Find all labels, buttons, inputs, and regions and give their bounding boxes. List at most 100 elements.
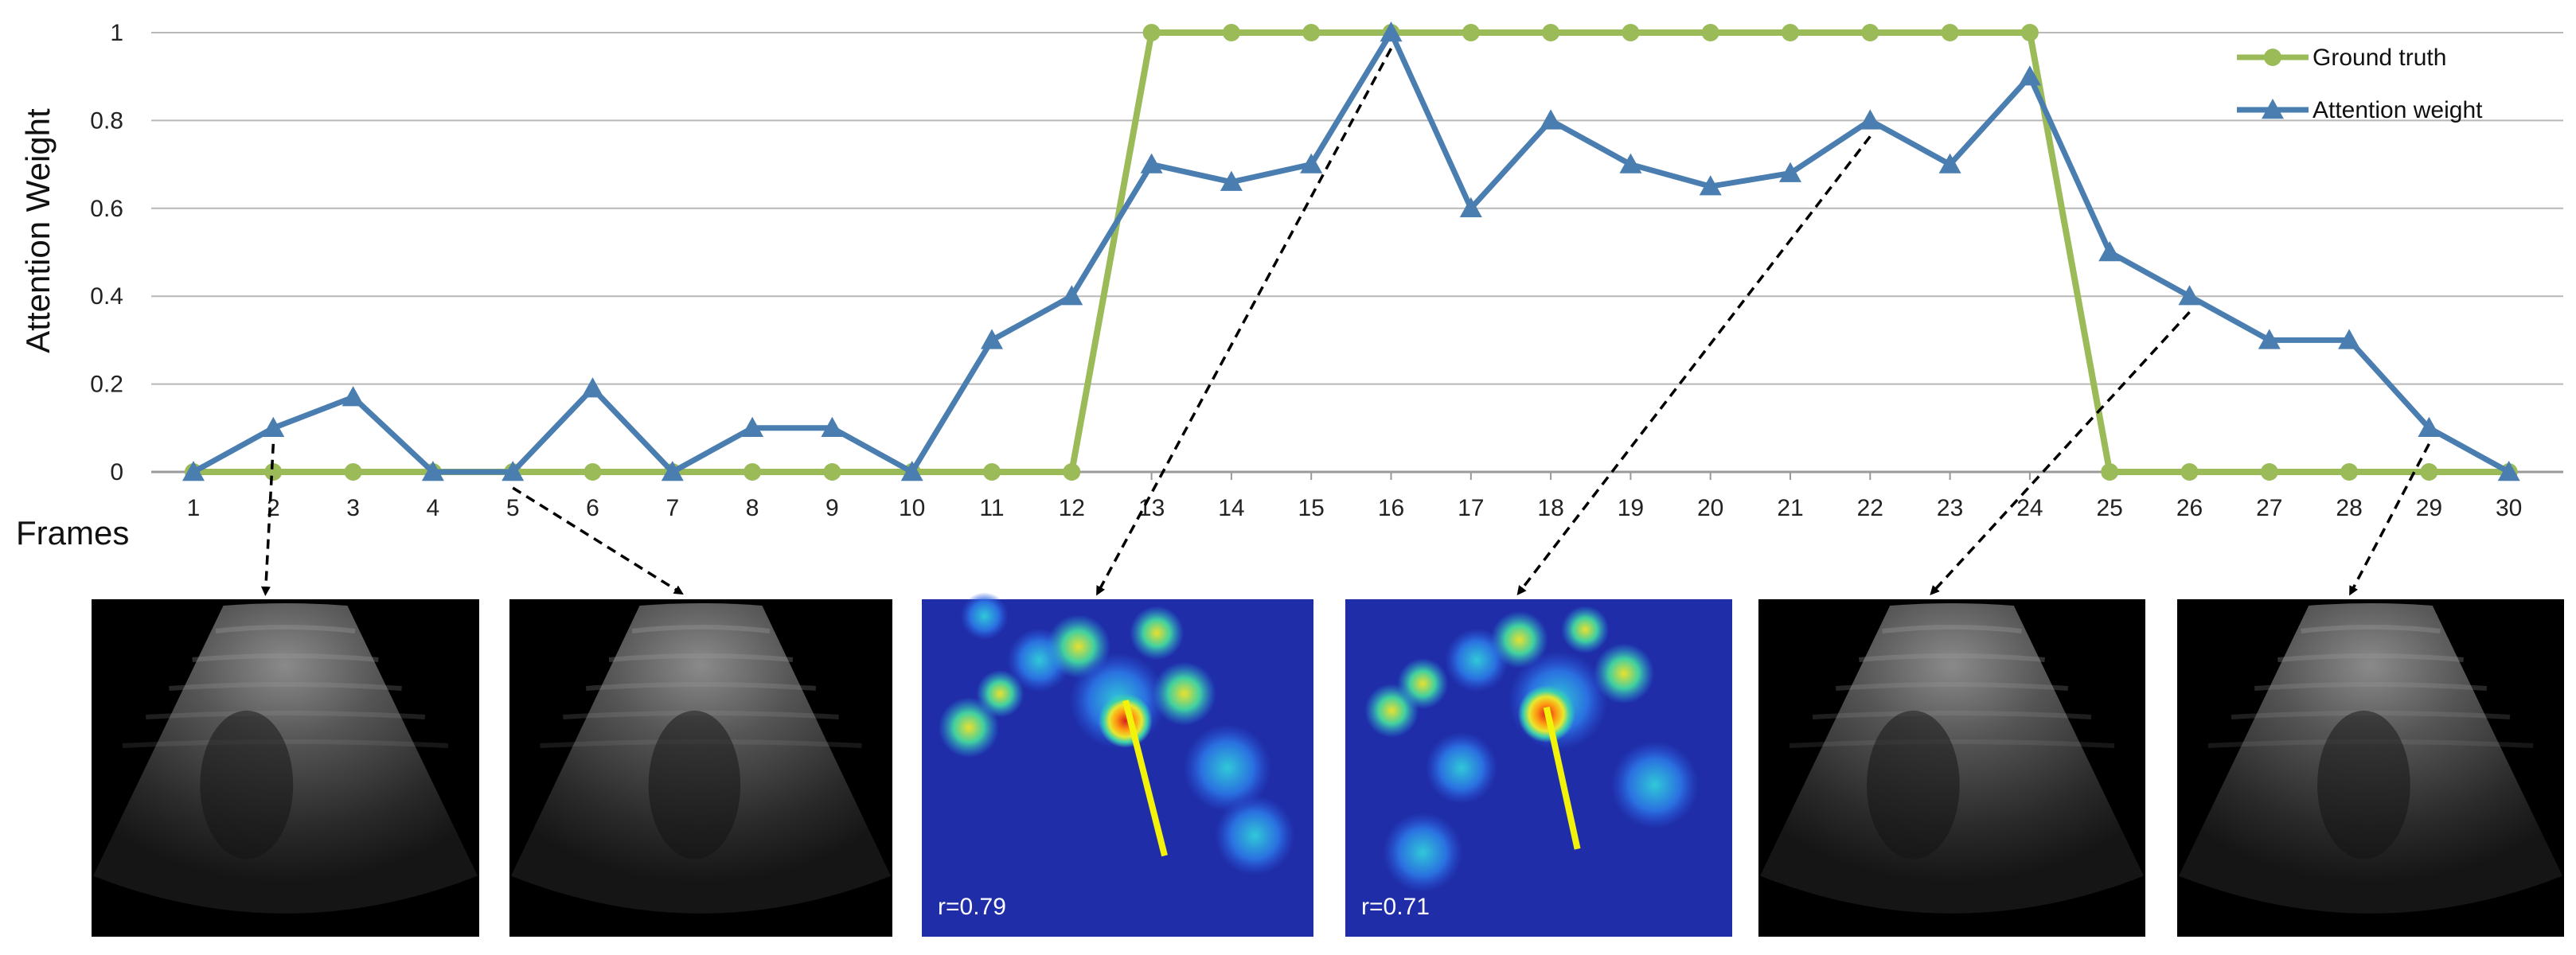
tissue-band [631, 625, 771, 633]
direction-line [1122, 700, 1168, 857]
acoustic-shadow [2317, 710, 2410, 860]
ground-truth-point [584, 463, 602, 481]
thumbnail-frame-2 [92, 599, 479, 937]
x-tick-label: 1 [187, 495, 201, 521]
thumbnail-frame-29 [2177, 599, 2564, 937]
x-tick-label: 26 [2176, 495, 2203, 521]
y-axis-title: Attention Weight [19, 108, 57, 353]
ground-truth-series [185, 24, 2518, 481]
ground-truth-point [2420, 463, 2438, 481]
heatmap-blob [1183, 724, 1271, 812]
heatmap-blob [1152, 661, 1216, 726]
ground-truth-point [1622, 24, 1640, 41]
attention-weight-point [1619, 153, 1642, 173]
attention-weight-point [2258, 329, 2281, 349]
x-tick-label: 16 [1378, 495, 1404, 521]
attention-weight-point [342, 386, 365, 407]
axis-layer: 00.20.40.60.811 2 3 4 5 6 7 8 9 10 11 12 13 14 15 16 17 1… [90, 20, 2522, 521]
attention-weight-point [1938, 153, 1961, 173]
tissue-band [2301, 625, 2441, 633]
ground-truth-point [2101, 463, 2119, 481]
y-tick-label: 0.8 [90, 107, 123, 134]
ground-truth-point [1861, 24, 1879, 41]
heatmap-blob [1098, 693, 1153, 748]
heatmap-blob [1610, 741, 1699, 829]
ground-truth-point [1222, 24, 1240, 41]
arrow-frame-2 [260, 443, 275, 596]
tissue-band [1789, 739, 2115, 748]
x-tick-label: 12 [1059, 495, 1085, 521]
tissue-band [1882, 625, 2022, 633]
tissue-band [1835, 682, 2069, 691]
legend-label: Attention weight [2313, 97, 2483, 123]
heatmap-blob [960, 592, 1009, 641]
attention-weight-point [900, 461, 923, 481]
attention-weight-point [1300, 153, 1323, 173]
y-tick-label: 0.2 [90, 372, 123, 398]
attention-weight-point [182, 461, 205, 481]
x-tick-label: 20 [1697, 495, 1723, 521]
attention-weight-point [2178, 285, 2201, 306]
y-tick-label: 1 [110, 20, 123, 46]
ground-truth-line [193, 29, 2509, 475]
tissue-band [146, 711, 425, 719]
attention-weight-point [1779, 162, 1801, 182]
thumbnail-frame-26 [1758, 599, 2145, 937]
x-tick-label: 30 [2496, 495, 2522, 521]
heatmap-blob [976, 669, 1025, 718]
ground-truth-point [1462, 24, 1480, 41]
heatmap-blob [1215, 795, 1295, 875]
acoustic-shadow [200, 710, 294, 860]
x-tick-label: 11 [979, 495, 1004, 521]
y-tick-label: 0 [110, 459, 123, 485]
ground-truth-point [2020, 24, 2039, 41]
x-tick-label: 25 [2097, 495, 2123, 521]
tissue-band [192, 653, 379, 662]
x-tick-label: 3 [346, 495, 360, 521]
x-tick-label: 8 [746, 495, 759, 521]
attention-weight-point [1140, 153, 1163, 173]
y-tick-label: 0.4 [90, 283, 123, 310]
tissue-band [608, 653, 794, 662]
attention-weight-point [741, 416, 764, 437]
attention-weight-point [821, 416, 844, 437]
series-layer [182, 21, 2520, 481]
tissue-band [169, 682, 402, 691]
correlation-label: r=0.79 [938, 894, 1006, 920]
x-tick-label: 29 [2416, 495, 2442, 521]
thumbnail-frame-22: r=0.71 [1345, 599, 1732, 937]
direction-line [1543, 706, 1581, 850]
arrow-frame-5 [512, 486, 684, 595]
frame-arrows [260, 48, 2430, 596]
x-tick-label: 18 [1537, 495, 1563, 521]
ground-truth-point [1542, 24, 1560, 41]
attention-weight-point [1859, 109, 1882, 130]
legend-item-ground-truth: Ground truth [2237, 45, 2446, 71]
attention-weight-point [421, 461, 444, 481]
x-tick-label: 14 [1218, 495, 1244, 521]
x-tick-label: 28 [2336, 495, 2362, 521]
x-tick-label: 6 [586, 495, 599, 521]
attention-weight-point [2098, 241, 2121, 262]
attention-weight-point [502, 461, 525, 481]
arrow-frame-29 [2349, 442, 2430, 596]
tissue-band [1859, 653, 2045, 662]
x-tick-label: 24 [2016, 495, 2043, 521]
thumbnail-frame-5 [509, 599, 892, 937]
legend: Ground truth Attention weight [2237, 45, 2483, 123]
attention-weight-point [2418, 416, 2441, 437]
attention-weight-point [2338, 329, 2361, 349]
ground-truth-point [823, 463, 841, 481]
x-tick-label: 13 [1138, 495, 1165, 521]
ground-truth-point [1701, 24, 1719, 41]
legend-label: Ground truth [2313, 45, 2446, 71]
thumbnail-frame-16: r=0.79 [922, 592, 1313, 937]
ground-truth-point [2180, 463, 2199, 481]
x-tick-label: 17 [1458, 495, 1484, 521]
heatmap-blob [1130, 606, 1185, 661]
acoustic-shadow [648, 710, 741, 860]
frame-thumbnails: r=0.79 r=0.71 [92, 592, 2564, 937]
attention-weight-point [262, 416, 285, 437]
tissue-band [585, 682, 817, 691]
heatmap-blob [1561, 606, 1610, 654]
